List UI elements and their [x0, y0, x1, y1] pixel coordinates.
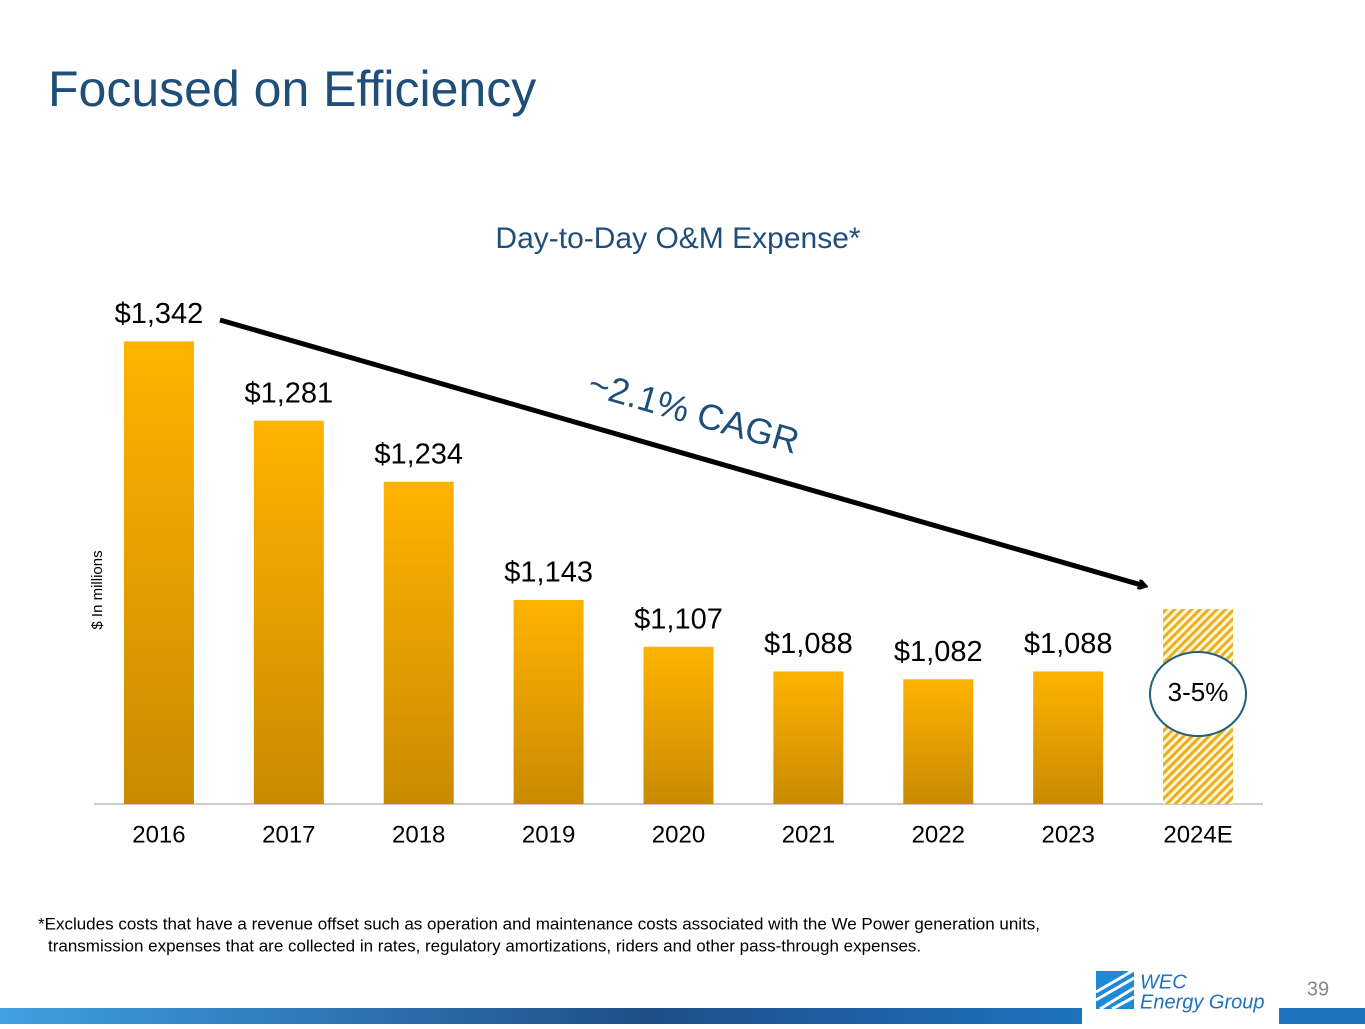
x-tick-label: 2019 — [522, 821, 575, 848]
chart-title: Day-to-Day O&M Expense* — [495, 222, 860, 255]
bars: 2016 $1,342 2017 $1,281 2018 $1,234 2019 $1,143… — [115, 298, 1234, 848]
bar — [123, 341, 194, 804]
value-label: $1,107 — [634, 603, 723, 635]
logo-mark — [1095, 968, 1135, 1011]
value-label: $1,082 — [894, 636, 983, 668]
value-label: $1,281 — [244, 377, 333, 409]
x-tick-label: 2024E — [1163, 821, 1232, 848]
bar — [903, 679, 974, 804]
cagr-annotation: ~2.1% CAGR — [584, 363, 804, 462]
x-tick-label: 2016 — [132, 821, 185, 848]
bar — [773, 671, 844, 804]
bar — [643, 646, 714, 804]
range-annotation: 3-5% — [1168, 677, 1229, 707]
x-tick-label: 2017 — [262, 821, 315, 848]
x-tick-label: 2022 — [912, 821, 965, 848]
page-number: 39 — [1307, 978, 1329, 1000]
bar — [253, 420, 324, 804]
callout-bubble — [1149, 651, 1247, 737]
slide-title: Focused on Efficiency — [48, 61, 536, 117]
footer-strip — [0, 1008, 1082, 1024]
footnote: *Excludes costs that have a revenue offs… — [38, 914, 1040, 933]
x-tick-label: 2023 — [1041, 821, 1094, 848]
value-label: $1,143 — [504, 557, 593, 589]
value-label: $1,088 — [1024, 628, 1113, 660]
bar — [513, 599, 584, 804]
x-tick-label: 2021 — [782, 821, 835, 848]
footnote: transmission expenses that are collected… — [48, 936, 921, 955]
x-tick-label: 2020 — [652, 821, 705, 848]
value-label: $1,088 — [764, 628, 853, 660]
bar — [1033, 671, 1104, 804]
y-axis-label: $ In millions — [89, 550, 106, 629]
value-label: $1,234 — [374, 438, 463, 470]
logo-text: WEC — [1140, 971, 1187, 993]
footer-strip — [1279, 1008, 1365, 1024]
x-tick-label: 2018 — [392, 821, 445, 848]
bar — [383, 481, 454, 804]
trend-arrow — [219, 317, 1145, 586]
logo-text: Energy Group — [1140, 991, 1265, 1013]
value-label: $1,342 — [115, 298, 204, 330]
